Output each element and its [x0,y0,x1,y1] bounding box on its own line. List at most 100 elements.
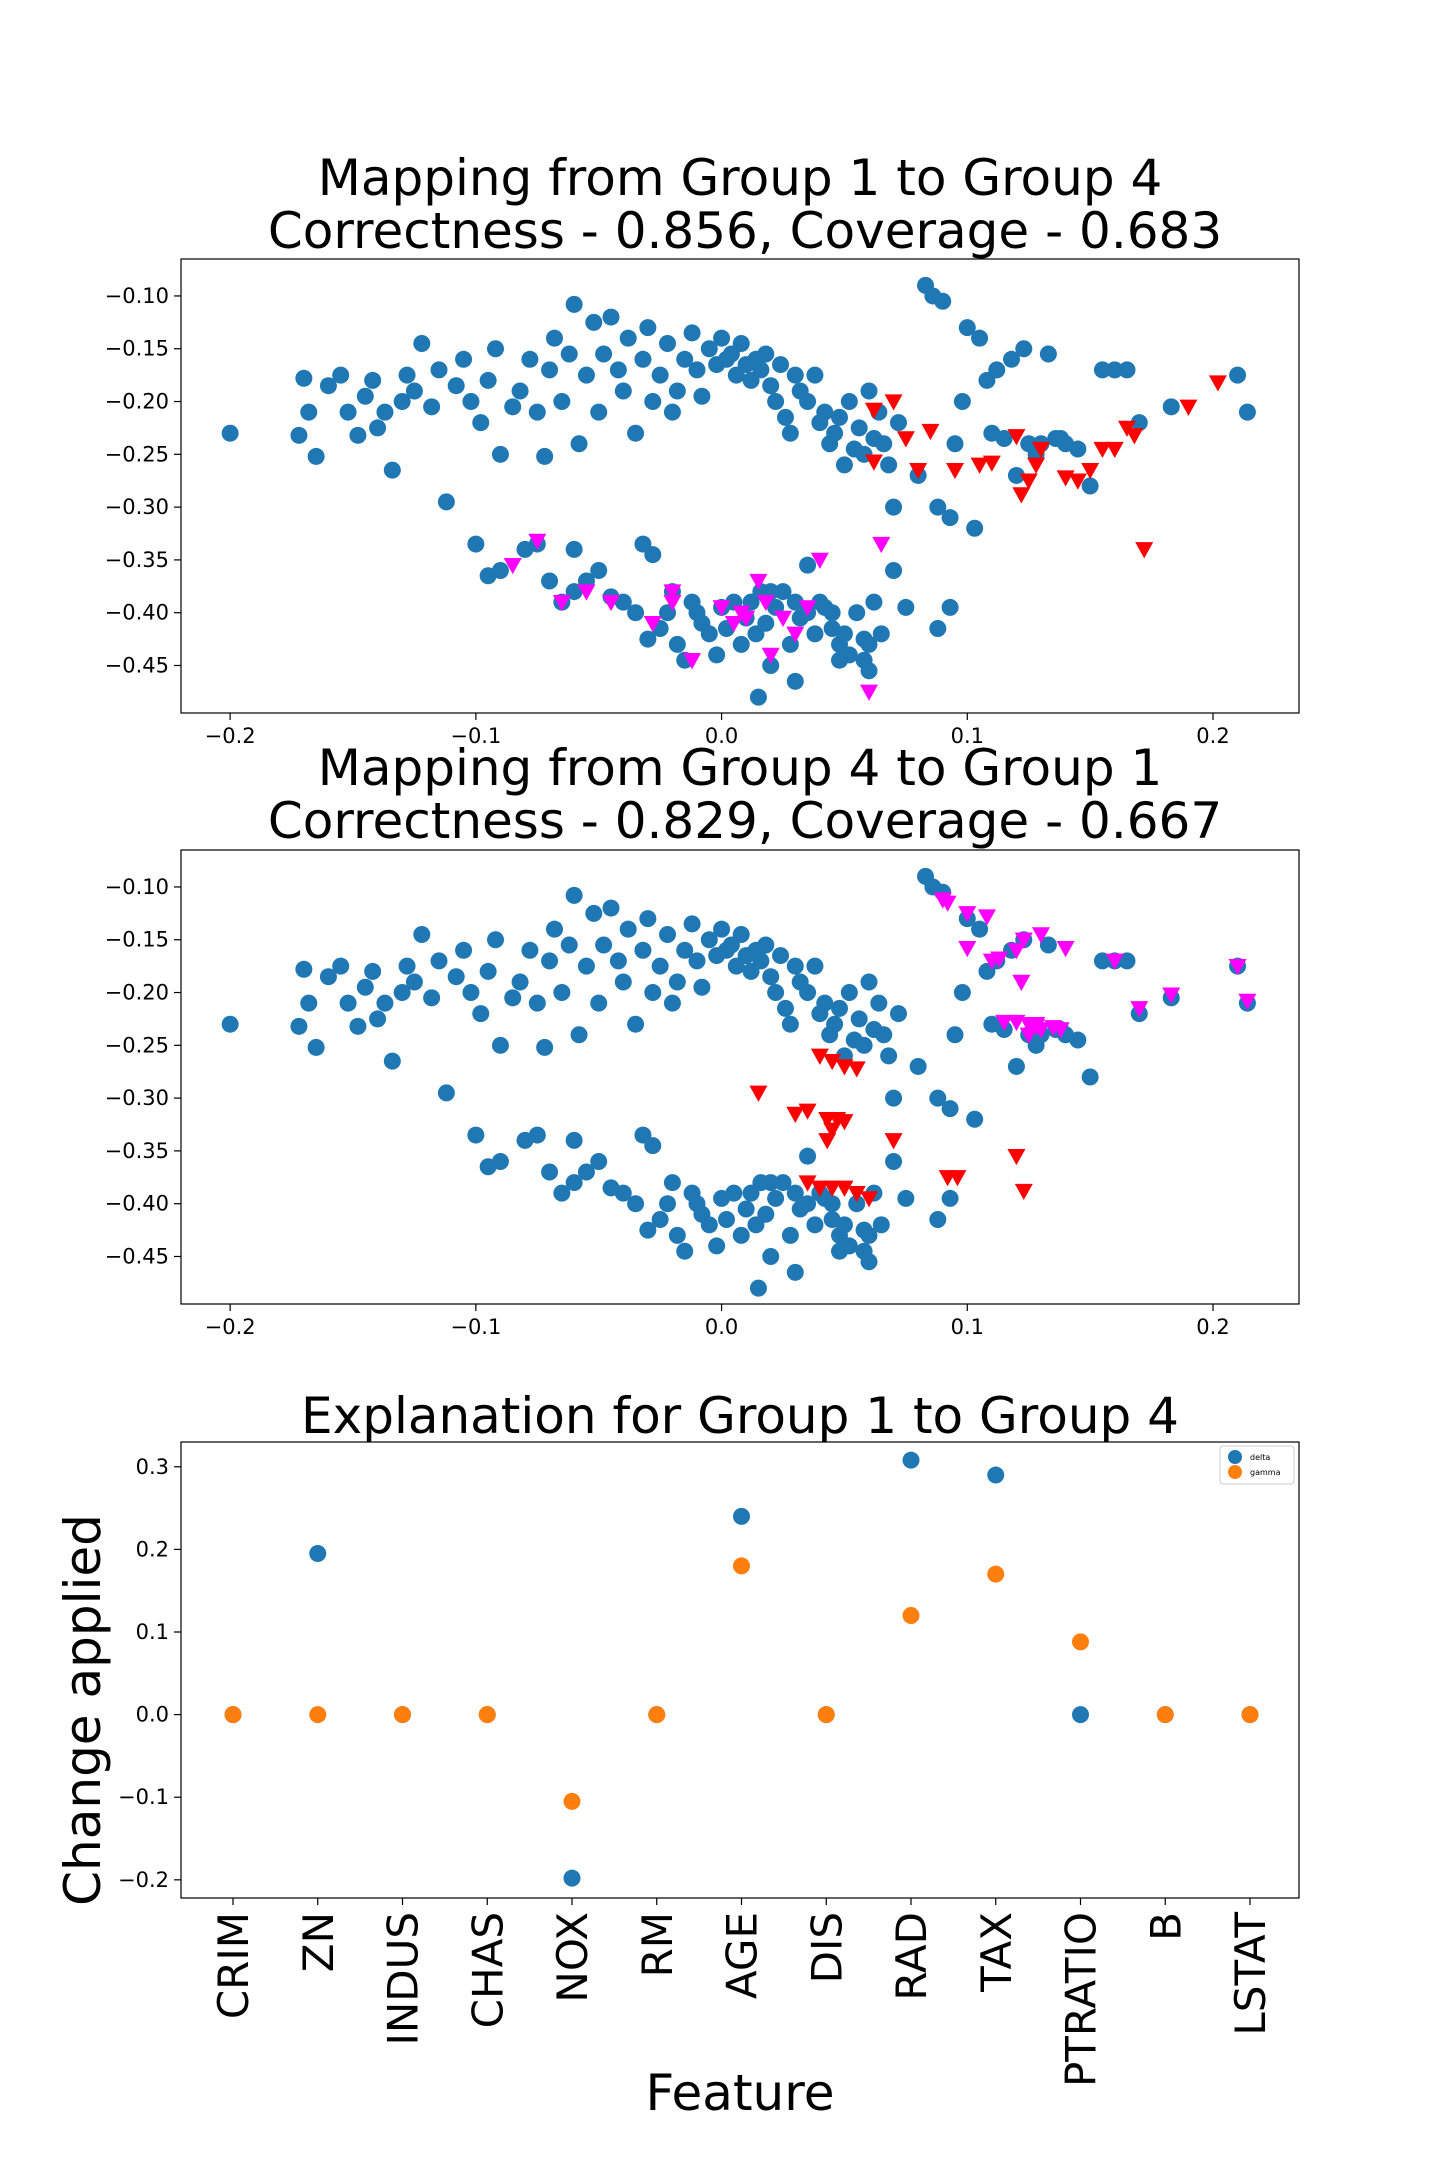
y-tick-label: 0.2 [136,1537,169,1561]
data-point [546,921,563,938]
data-point [472,414,489,431]
data-point [492,1037,509,1054]
data-point [966,520,983,537]
data-point [620,330,637,347]
data-point [664,995,681,1012]
data-point [684,324,701,341]
data-point [462,984,479,1001]
x-tick-label: ZN [294,1912,343,1972]
data-point [772,947,789,964]
data-point [659,335,676,352]
x-tick-label: NOX [548,1912,597,2003]
data-point [669,973,686,990]
data-point [512,382,529,399]
data-point [504,398,521,415]
data-point [752,952,769,969]
data-point [340,404,357,421]
data-point [536,448,553,465]
data-point [610,952,627,969]
data-point [644,546,661,563]
data-point [553,393,570,410]
x-tick-label: CRIM [209,1912,258,2019]
data-point [290,427,307,444]
data-point [701,1216,718,1233]
data-point [684,915,701,932]
data-point [615,973,632,990]
data-point [831,1243,848,1260]
data-point [546,330,563,347]
y-tick-label: −0.15 [105,337,169,361]
data-point-gamma [903,1607,920,1624]
data-point [1239,404,1256,421]
data-point [772,356,789,373]
data-point [384,462,401,479]
data-point [942,1100,959,1117]
scatter1-plot: −0.2 −0.1 0.0 0.1 0.2−0.10−0.15−0.20−0.25−0.… [105,259,1299,748]
data-point [652,1211,669,1228]
data-point [595,346,612,363]
y-tick-label: −0.35 [105,1139,169,1163]
data-point [988,361,1005,378]
data-point [777,409,794,426]
y-tick-label: −0.40 [105,1192,169,1216]
data-point-gamma [987,1566,1004,1583]
data-point [799,984,816,1001]
data-point [713,921,730,938]
data-point [300,404,317,421]
data-point [942,509,959,526]
data-point [413,335,430,352]
data-point [1082,1069,1099,1086]
data-point [308,1039,325,1056]
explanation-ylabel: Change applied [54,1514,112,1906]
data-point-delta [309,1545,326,1562]
data-point [644,393,661,410]
data-point [300,995,317,1012]
data-point [620,921,637,938]
data-point [590,562,607,579]
data-point [541,1164,558,1181]
data-point [438,1084,455,1101]
data-point [787,367,804,384]
data-point [467,536,484,553]
data-point [762,1174,779,1191]
data-point [942,1190,959,1207]
data-point [831,409,848,426]
data-point [376,995,393,1012]
data-point [1008,1058,1025,1075]
data-point [357,388,374,405]
data-point [885,562,902,579]
data-point [708,646,725,663]
data-point [357,979,374,996]
y-tick-label: −0.20 [105,981,169,1005]
y-tick-label: −0.1 [118,1785,169,1809]
data-point [332,367,349,384]
data-point [861,662,878,679]
y-tick-label: −0.25 [105,1033,169,1057]
data-point [836,625,853,642]
data-point [644,984,661,1001]
data-point [782,425,799,442]
data-point [787,958,804,975]
data-point [875,1026,892,1043]
data-point [571,435,588,452]
data-point [462,393,479,410]
data-point [349,1018,366,1035]
y-tick-label: −0.40 [105,601,169,625]
data-point [627,1016,644,1033]
y-tick-label: −0.20 [105,390,169,414]
data-point [610,361,627,378]
data-point [826,1016,843,1033]
data-point [669,382,686,399]
data-point-delta [987,1467,1004,1484]
data-point [1069,441,1086,458]
data-point [448,377,465,394]
x-tick-label: 0.2 [1196,724,1229,748]
data-point [529,1127,546,1144]
data-point [222,1016,239,1033]
data-point [578,958,595,975]
data-point [1163,398,1180,415]
x-tick-label: DIS [802,1912,851,1983]
y-tick-label: 0.0 [136,1703,169,1727]
data-point [787,673,804,690]
data-point [676,1243,693,1260]
